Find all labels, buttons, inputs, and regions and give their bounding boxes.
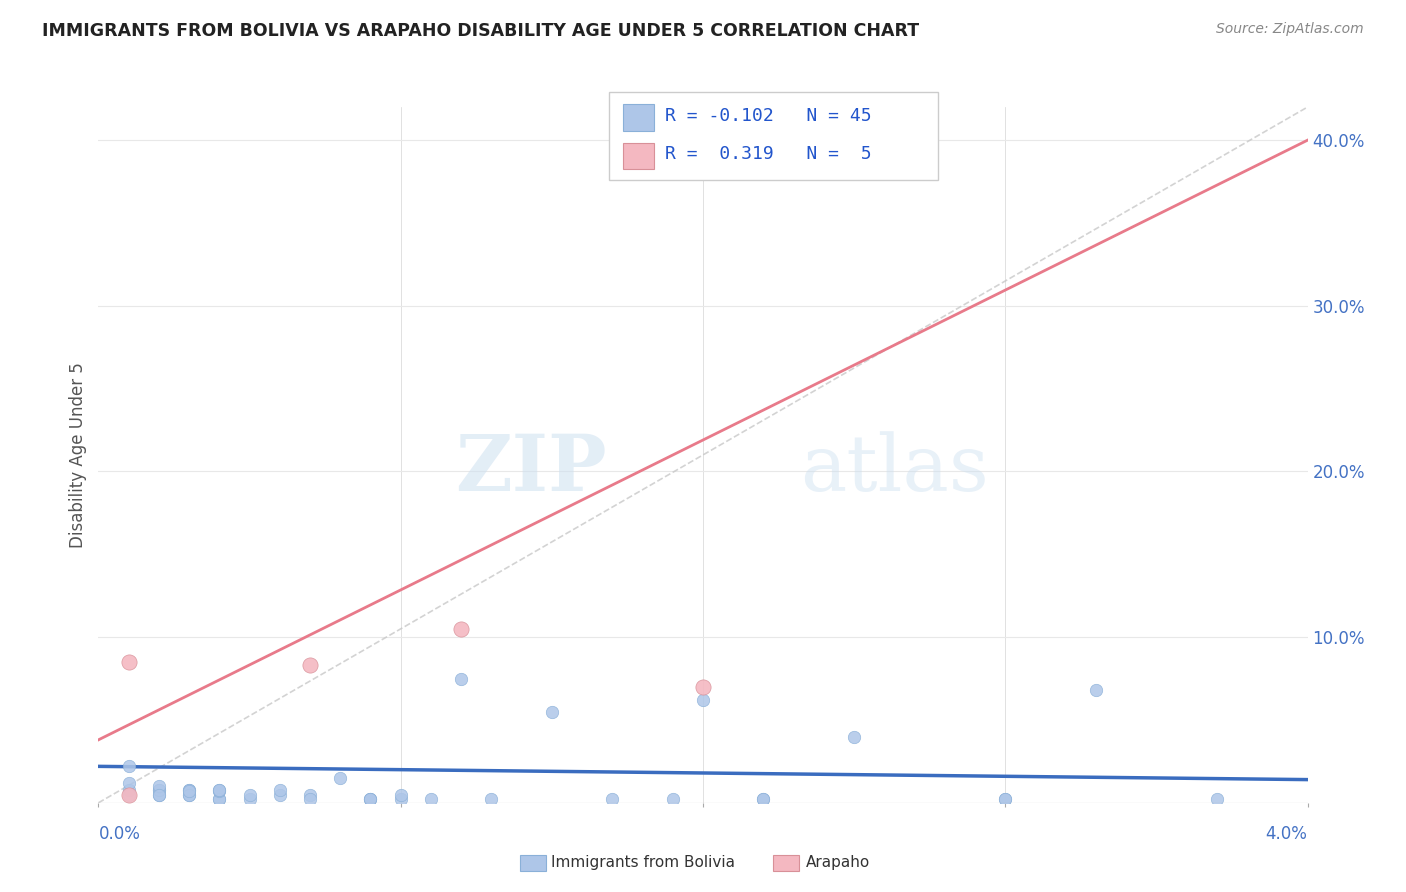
Point <box>148 788 170 802</box>
Point <box>359 792 381 806</box>
Point <box>299 792 322 806</box>
Point <box>208 792 231 806</box>
Point <box>752 792 775 806</box>
Point <box>692 693 714 707</box>
Point <box>179 784 201 798</box>
Text: R = -0.102   N = 45: R = -0.102 N = 45 <box>665 107 872 125</box>
Point <box>994 792 1017 806</box>
Point <box>389 788 412 802</box>
Text: atlas: atlas <box>800 431 988 507</box>
Point <box>179 788 201 802</box>
Point <box>1085 683 1108 698</box>
Point <box>269 782 291 797</box>
Point <box>179 782 201 797</box>
Point <box>844 730 866 744</box>
Point <box>692 680 714 694</box>
Point <box>118 788 141 802</box>
Point <box>329 771 352 785</box>
Point <box>118 782 141 797</box>
Point <box>994 792 1017 806</box>
Point <box>208 784 231 798</box>
Point <box>239 788 262 802</box>
Point <box>359 792 381 806</box>
Point <box>269 788 291 802</box>
Y-axis label: Disability Age Under 5: Disability Age Under 5 <box>69 362 87 548</box>
Text: ZIP: ZIP <box>454 431 606 507</box>
Point <box>148 782 170 797</box>
Point <box>208 792 231 806</box>
Text: Source: ZipAtlas.com: Source: ZipAtlas.com <box>1216 22 1364 37</box>
Point <box>179 788 201 802</box>
Point <box>389 792 412 806</box>
Point <box>1205 792 1229 806</box>
Text: Arapaho: Arapaho <box>806 855 870 870</box>
Point <box>419 792 441 806</box>
Point <box>148 788 170 802</box>
Point <box>359 792 381 806</box>
Text: 4.0%: 4.0% <box>1265 825 1308 843</box>
Point <box>661 792 683 806</box>
Point <box>540 705 562 719</box>
Point <box>299 658 322 673</box>
Text: Immigrants from Bolivia: Immigrants from Bolivia <box>551 855 735 870</box>
Point <box>148 782 170 797</box>
Point <box>450 622 472 636</box>
Text: 0.0%: 0.0% <box>98 825 141 843</box>
Point <box>752 792 775 806</box>
Text: R =  0.319   N =  5: R = 0.319 N = 5 <box>665 145 872 163</box>
Text: IMMIGRANTS FROM BOLIVIA VS ARAPAHO DISABILITY AGE UNDER 5 CORRELATION CHART: IMMIGRANTS FROM BOLIVIA VS ARAPAHO DISAB… <box>42 22 920 40</box>
Point <box>118 776 141 790</box>
Point <box>450 672 472 686</box>
Point <box>208 782 231 797</box>
Point <box>148 779 170 793</box>
Point <box>479 792 503 806</box>
Point <box>118 655 141 669</box>
Point <box>602 792 624 806</box>
Point <box>299 788 322 802</box>
Point <box>208 782 231 797</box>
Point <box>239 792 262 806</box>
Point <box>179 782 201 797</box>
Point <box>118 788 141 802</box>
Point <box>118 759 141 773</box>
